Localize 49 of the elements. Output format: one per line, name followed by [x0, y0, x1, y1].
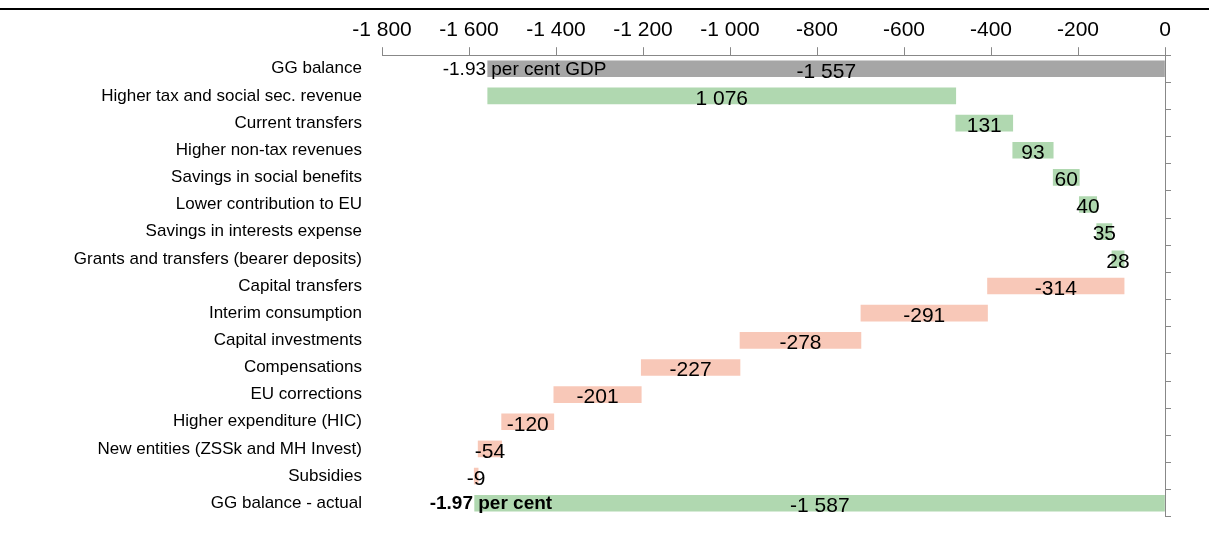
y-tick-label: Capital investments	[213, 329, 362, 349]
x-tick-label: -1 000	[700, 17, 760, 41]
y-tick-label: Interim consumption	[208, 302, 362, 322]
data-label: 1 076	[695, 85, 749, 109]
y-tick-label: Lower contribution to EU	[175, 194, 362, 214]
data-label: 35	[1092, 221, 1116, 245]
y-tick-label: EU corrections	[250, 384, 362, 404]
data-label: 60	[1054, 167, 1078, 191]
data-label: 28	[1106, 248, 1130, 272]
y-tick-label: Subsidies	[288, 465, 362, 485]
x-tick-label: -200	[1056, 17, 1100, 41]
data-label: -120	[506, 411, 549, 435]
y-tick-label: Higher tax and social sec. revenue	[101, 85, 362, 105]
y-tick-label: Compensations	[243, 357, 362, 377]
x-tick-label: -1 800	[352, 17, 412, 41]
y-tick-label: Savings in interests expense	[145, 221, 362, 241]
y-tick-label: Higher expenditure (HIC)	[173, 411, 362, 431]
data-label: -201	[576, 384, 619, 408]
data-label: 131	[966, 112, 1002, 136]
y-tick-label: Savings in social benefits	[171, 167, 362, 187]
data-label: -1 557	[796, 58, 857, 82]
x-tick-label: -400	[969, 17, 1013, 41]
data-label: -291	[903, 302, 946, 326]
data-label: -54	[474, 438, 506, 462]
data-label: 40	[1076, 194, 1100, 218]
y-tick-label: New entities (ZSSk and MH Invest)	[97, 438, 362, 458]
data-label: 93	[1021, 140, 1045, 164]
y-tick-label: GG balance - actual	[210, 492, 362, 512]
data-label: -227	[669, 357, 712, 381]
y-tick-label: Current transfers	[234, 112, 362, 132]
bar	[487, 87, 957, 105]
x-tick-label: -800	[795, 17, 839, 41]
x-tick-label: -1 600	[439, 17, 499, 41]
x-tick-label: -1 400	[526, 17, 586, 41]
x-tick-label: 0	[1159, 17, 1171, 41]
data-label: -314	[1034, 275, 1078, 299]
annotation: -1.97 per cent	[429, 492, 553, 514]
x-tick-label: -1 200	[613, 17, 673, 41]
data-label: -9	[466, 465, 486, 489]
data-label: -1 587	[790, 493, 850, 517]
data-label: -278	[779, 330, 822, 354]
bar	[474, 494, 1165, 512]
bar	[487, 60, 1165, 78]
y-tick-label: Capital transfers	[238, 275, 362, 295]
annotation: -1.93 per cent GDP	[442, 58, 607, 80]
y-tick-label: Grants and transfers (bearer deposits)	[73, 248, 362, 268]
y-tick-label: Higher non-tax revenues	[175, 139, 362, 159]
x-tick-label: -600	[882, 17, 926, 41]
y-tick-label: GG balance	[271, 58, 362, 78]
